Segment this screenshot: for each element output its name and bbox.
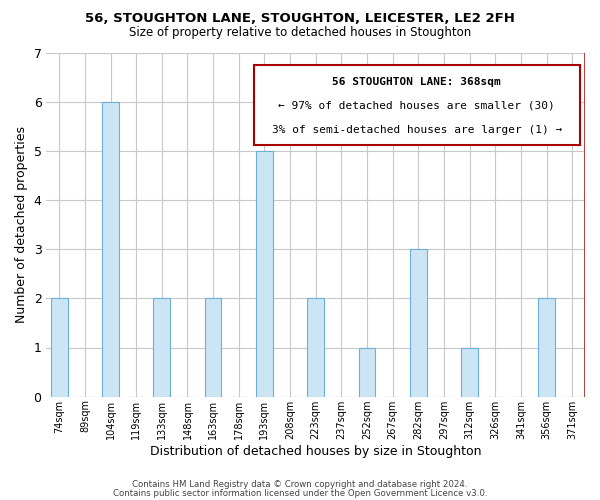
Text: 56, STOUGHTON LANE, STOUGHTON, LEICESTER, LE2 2FH: 56, STOUGHTON LANE, STOUGHTON, LEICESTER…	[85, 12, 515, 26]
FancyBboxPatch shape	[254, 64, 580, 146]
Text: ← 97% of detached houses are smaller (30): ← 97% of detached houses are smaller (30…	[278, 100, 555, 110]
Y-axis label: Number of detached properties: Number of detached properties	[15, 126, 28, 323]
Bar	[461, 348, 478, 397]
Bar	[410, 249, 427, 396]
Bar	[154, 298, 170, 396]
Bar	[102, 102, 119, 397]
Text: Contains HM Land Registry data © Crown copyright and database right 2024.: Contains HM Land Registry data © Crown c…	[132, 480, 468, 489]
Text: Size of property relative to detached houses in Stoughton: Size of property relative to detached ho…	[129, 26, 471, 39]
Bar	[538, 298, 555, 396]
Text: 3% of semi-detached houses are larger (1) →: 3% of semi-detached houses are larger (1…	[272, 125, 562, 135]
Bar	[51, 298, 68, 396]
Text: 56 STOUGHTON LANE: 368sqm: 56 STOUGHTON LANE: 368sqm	[332, 76, 501, 86]
Text: Contains public sector information licensed under the Open Government Licence v3: Contains public sector information licen…	[113, 489, 487, 498]
Bar	[205, 298, 221, 396]
Bar	[359, 348, 376, 397]
X-axis label: Distribution of detached houses by size in Stoughton: Distribution of detached houses by size …	[150, 444, 481, 458]
Bar	[307, 298, 324, 396]
Bar	[256, 151, 273, 396]
